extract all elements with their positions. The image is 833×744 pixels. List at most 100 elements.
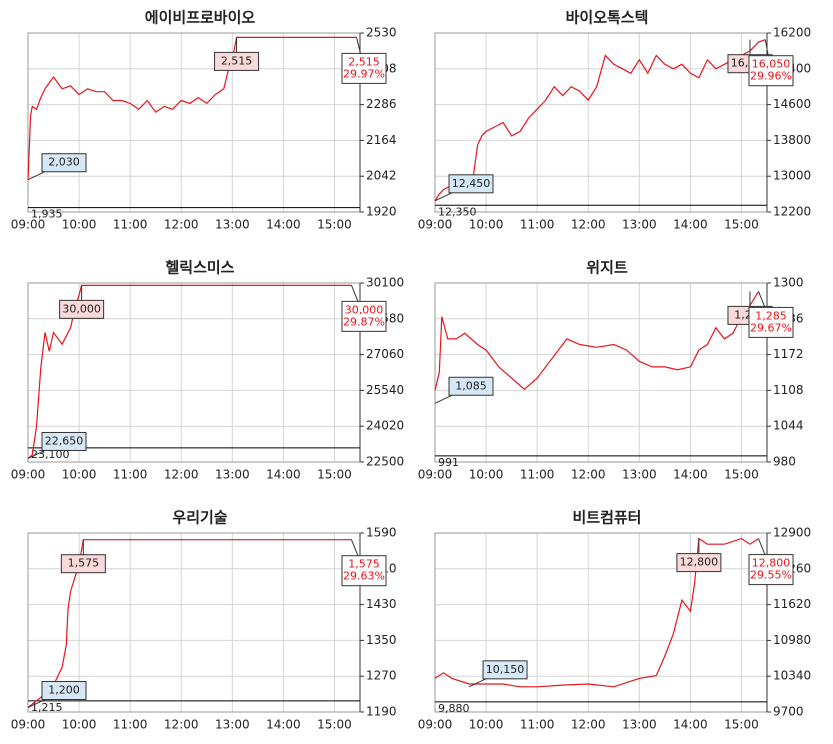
y-tick-label: 1350	[366, 633, 397, 647]
y-tick-label: 30100	[366, 276, 404, 290]
x-tick-label: 13:00	[622, 718, 657, 732]
open-callout-box	[482, 660, 528, 680]
high-callout-box	[59, 299, 105, 319]
last-callout-text: 29.55%	[750, 569, 792, 582]
last-callout-text: 12,800	[752, 557, 791, 570]
open-callout-text: 22,650	[45, 434, 84, 447]
x-tick-label: 15:00	[317, 468, 352, 482]
x-tick-label: 11:00	[113, 468, 148, 482]
high-callout-box	[214, 51, 260, 71]
y-tick-label: 14600	[773, 97, 811, 111]
chart-panel: 위지트9801044110811721236130009:0010:0011:0…	[418, 259, 804, 482]
y-tick-label: 1044	[773, 419, 804, 433]
x-tick-label: 14:00	[673, 468, 708, 482]
open-callout-text: 10,150	[486, 663, 525, 676]
last-callout-text: 29.96%	[750, 70, 792, 83]
plot-frame	[27, 32, 361, 213]
last-callout-text: 29.87%	[343, 315, 385, 328]
y-tick-label: 1430	[366, 597, 397, 611]
y-tick-label: 9700	[773, 705, 804, 719]
y-tick-label: 13000	[773, 169, 811, 183]
y-tick-label: 1108	[773, 383, 804, 397]
open-callout-box	[41, 431, 87, 451]
prev-close-label: 12,350	[438, 205, 477, 218]
chart-panel: 바이오톡스텍12200130001380014600154001620009:0…	[418, 9, 811, 232]
last-callout-box	[341, 555, 387, 587]
x-tick-label: 13:00	[215, 468, 250, 482]
x-tick-label: 14:00	[266, 718, 301, 732]
price-line	[434, 39, 766, 202]
last-callout-box	[341, 52, 387, 84]
last-callout-box	[748, 554, 794, 586]
y-tick-label: 1300	[773, 276, 804, 290]
y-tick-label: 1270	[366, 669, 397, 683]
open-callout-text: 1,085	[455, 379, 487, 392]
chart-title: 우리기술	[172, 509, 227, 527]
chart-panel: 우리기술11901270135014301510159009:0010:0011…	[11, 509, 397, 732]
y-tick-label: 24020	[366, 419, 404, 433]
last-callout-text: 29.97%	[343, 67, 385, 80]
x-tick-label: 15:00	[724, 218, 759, 232]
x-tick-label: 10:00	[469, 218, 504, 232]
last-callout-text: 1,575	[348, 558, 380, 571]
x-tick-label: 11:00	[520, 218, 555, 232]
last-callout-text: 2,515	[348, 55, 380, 68]
y-tick-label: 10980	[773, 633, 811, 647]
prev-close-label: 1,935	[31, 208, 63, 221]
x-tick-label: 10:00	[62, 718, 97, 732]
open-callout-text: 12,450	[452, 177, 491, 190]
open-callout-box	[41, 153, 87, 173]
x-tick-label: 15:00	[317, 218, 352, 232]
chart-title: 에이비프로바이오	[145, 9, 256, 27]
chart-panel: 헬릭스미스22500240202554027060285803010009:00…	[11, 259, 404, 482]
y-tick-label: 16200	[773, 26, 811, 40]
x-tick-label: 11:00	[520, 718, 555, 732]
y-tick-label: 13800	[773, 133, 811, 147]
x-tick-label: 15:00	[317, 718, 352, 732]
chart-panel: 비트컴퓨터9700103401098011620122601290009:001…	[418, 509, 811, 732]
chart-title: 바이오톡스텍	[566, 9, 649, 27]
last-callout-box	[341, 300, 387, 332]
chart-title: 비트컴퓨터	[572, 509, 641, 527]
x-tick-label: 12:00	[571, 468, 606, 482]
x-tick-label: 13:00	[622, 468, 657, 482]
open-callout-text: 1,200	[48, 684, 80, 697]
x-tick-label: 09:00	[418, 468, 453, 482]
price-line	[434, 537, 759, 688]
chart-title: 헬릭스미스	[165, 259, 234, 277]
last-callout-text: 29.67%	[750, 321, 792, 334]
open-callout-box	[448, 174, 494, 194]
x-tick-label: 10:00	[62, 218, 97, 232]
x-tick-label: 14:00	[266, 218, 301, 232]
high-callout-box	[676, 553, 722, 573]
x-tick-label: 09:00	[11, 718, 46, 732]
x-tick-label: 14:00	[673, 718, 708, 732]
plot-frame	[434, 282, 768, 463]
price-line	[27, 284, 352, 459]
x-tick-label: 13:00	[215, 718, 250, 732]
x-tick-label: 11:00	[113, 718, 148, 732]
open-callout-box	[448, 376, 494, 396]
x-tick-label: 12:00	[571, 218, 606, 232]
x-tick-label: 15:00	[724, 468, 759, 482]
prev-close-label: 9,880	[438, 702, 470, 715]
open-callout-text: 2,030	[48, 156, 80, 169]
prev-close-label: 991	[438, 456, 459, 469]
x-tick-label: 10:00	[62, 468, 97, 482]
y-tick-label: 12900	[773, 526, 811, 540]
last-callout-text: 30,000	[345, 303, 384, 316]
y-tick-label: 11620	[773, 597, 811, 611]
price-line	[27, 36, 357, 180]
x-tick-label: 13:00	[215, 218, 250, 232]
x-tick-label: 11:00	[520, 468, 555, 482]
x-tick-label: 09:00	[11, 468, 46, 482]
last-callout-text: 1,285	[755, 309, 787, 322]
price-line	[434, 291, 760, 391]
x-tick-label: 09:00	[418, 718, 453, 732]
y-tick-label: 1920	[366, 205, 397, 219]
y-tick-label: 2286	[366, 97, 397, 111]
y-tick-label: 1590	[366, 526, 397, 540]
y-tick-label: 2042	[366, 169, 397, 183]
x-tick-label: 12:00	[164, 718, 199, 732]
